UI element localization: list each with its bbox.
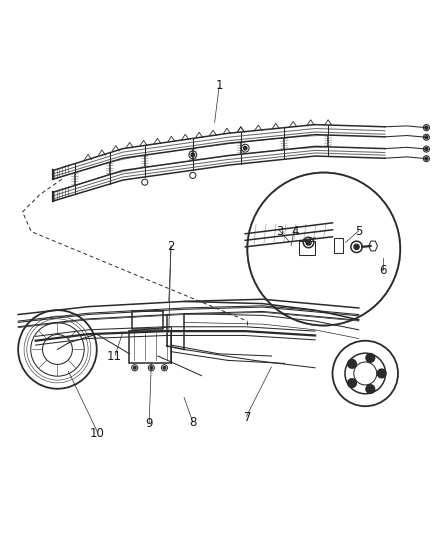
Text: 1: 1 xyxy=(215,79,223,92)
Circle shape xyxy=(306,240,311,245)
Circle shape xyxy=(377,369,386,378)
Text: 6: 6 xyxy=(379,264,386,277)
Circle shape xyxy=(354,244,359,249)
Text: 3: 3 xyxy=(276,225,284,238)
Circle shape xyxy=(366,353,374,362)
Text: 9: 9 xyxy=(145,417,153,430)
Circle shape xyxy=(425,157,428,160)
Text: 7: 7 xyxy=(244,410,251,424)
Text: 8: 8 xyxy=(189,416,197,429)
Text: 2: 2 xyxy=(167,240,175,253)
Text: 5: 5 xyxy=(355,225,362,238)
Circle shape xyxy=(163,367,166,369)
Circle shape xyxy=(150,367,152,369)
Circle shape xyxy=(191,153,194,157)
Circle shape xyxy=(425,148,428,151)
Circle shape xyxy=(348,379,357,387)
Text: 11: 11 xyxy=(107,350,122,362)
Circle shape xyxy=(425,126,428,129)
Circle shape xyxy=(425,136,428,139)
Circle shape xyxy=(134,367,136,369)
Circle shape xyxy=(244,147,247,150)
Circle shape xyxy=(247,173,400,326)
Circle shape xyxy=(366,385,374,393)
Text: 4: 4 xyxy=(292,225,299,238)
Text: 10: 10 xyxy=(89,427,104,440)
Circle shape xyxy=(348,359,357,368)
